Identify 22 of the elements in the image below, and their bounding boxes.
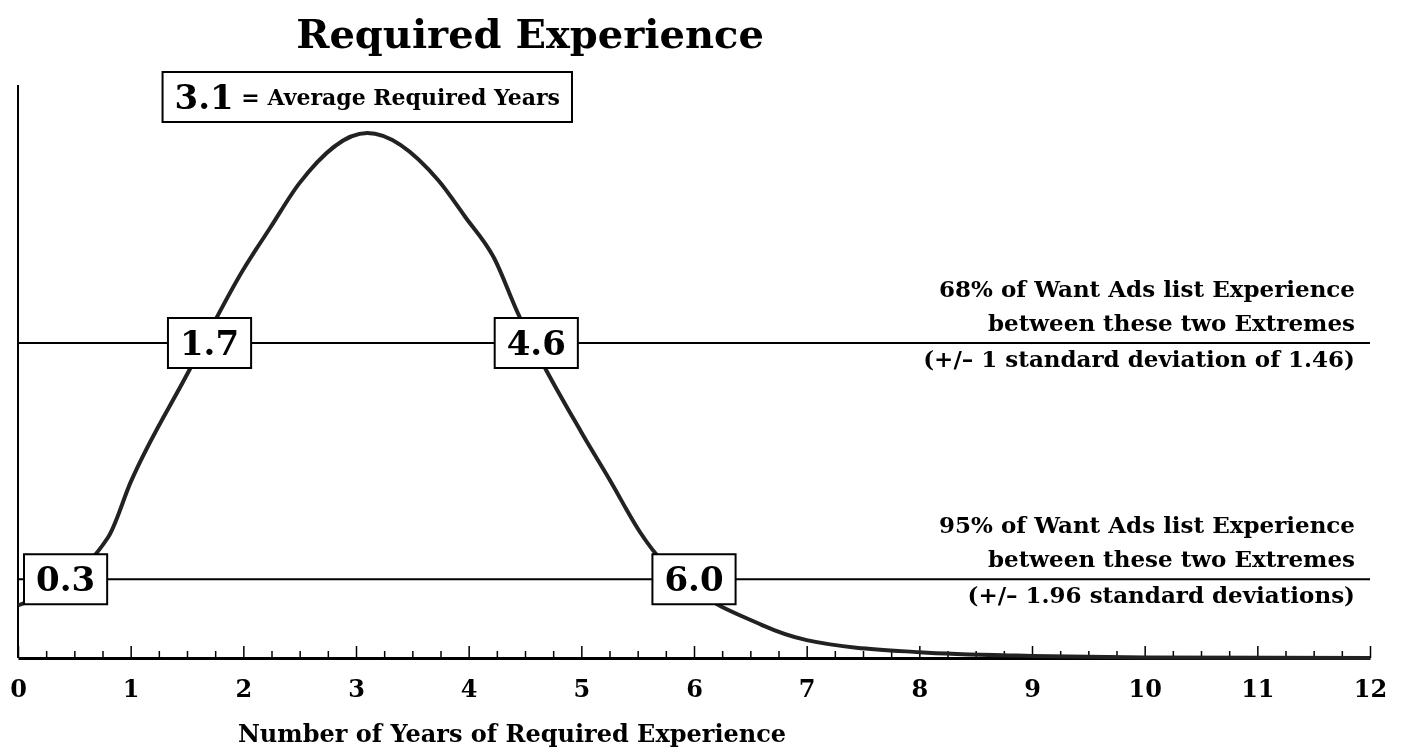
x-tick-label: 3 [348, 674, 365, 704]
x-tick-label: 0 [10, 674, 27, 704]
annotation: 6.0 [664, 559, 724, 600]
x-tick-label: 4 [460, 674, 478, 704]
x-tick-label: 2 [235, 674, 253, 704]
x-tick-label: 8 [911, 674, 929, 704]
annotation: 1.7 [179, 323, 240, 363]
x-tick-label: 10 [1128, 674, 1162, 704]
x-tick-label: 9 [1024, 674, 1041, 704]
x-tick-label: 6 [686, 674, 703, 704]
x-tick-label: 12 [1353, 674, 1388, 704]
x-tick-label: 7 [798, 674, 816, 704]
x-tick-label: 5 [573, 674, 591, 704]
chart-title: Required Experience [296, 10, 764, 57]
annotation: 4.6 [506, 323, 566, 363]
x-axis-title: Number of Years of Required Experience [237, 719, 787, 748]
annotation: 0.3 [36, 559, 96, 600]
x-tick-label: 1 [122, 674, 140, 704]
x-tick-label: 11 [1241, 674, 1275, 704]
ref-line-label: 68% of Want Ads list Experience between these two Extremes (+/– 1 standard deviation of 1.46) [923, 275, 1355, 372]
ref-line-label: 95% of Want Ads list Experience between these two Extremes (+/– 1.96 standard deviations) [939, 511, 1355, 609]
annotation: 3.1 = Average Required Years [174, 77, 560, 117]
